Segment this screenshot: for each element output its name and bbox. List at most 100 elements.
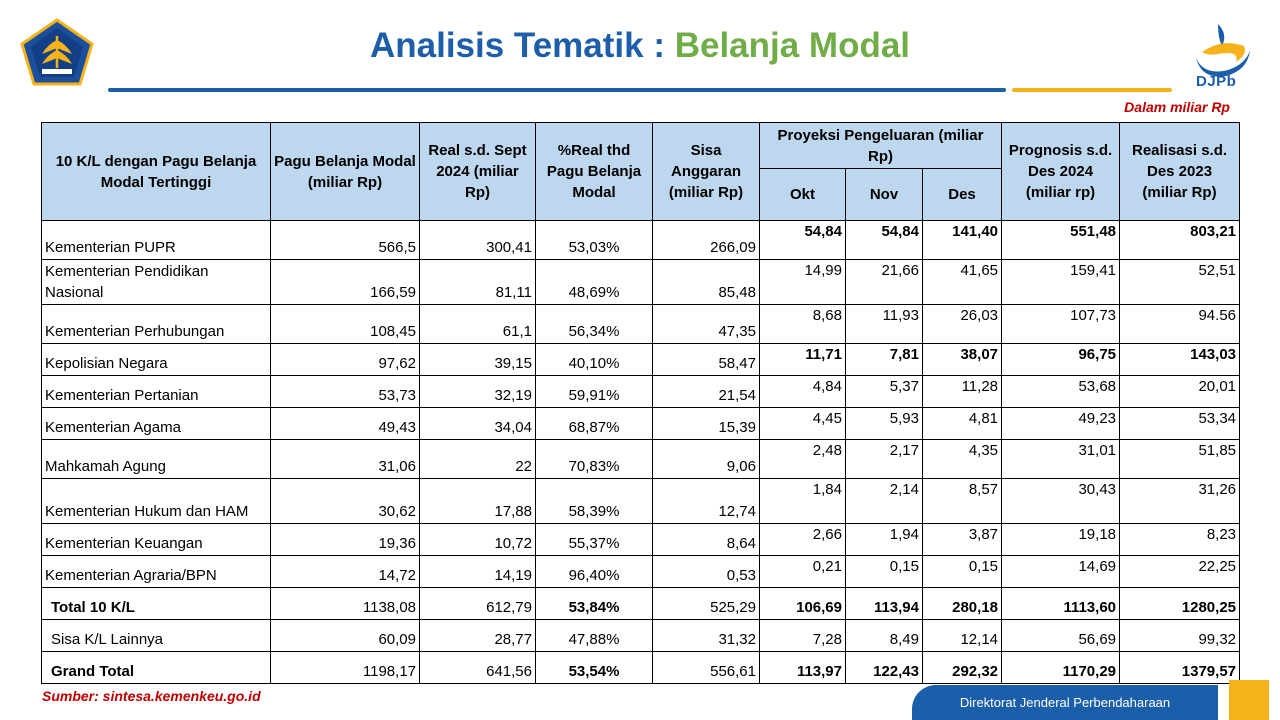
cell-pct: 55,37% bbox=[535, 523, 653, 556]
title-underline-blue bbox=[108, 88, 1006, 92]
cell-nov: 21,66 bbox=[845, 259, 923, 305]
cell-pct: 53,84% bbox=[535, 587, 653, 620]
kemenkeu-emblem-icon bbox=[20, 18, 94, 86]
djpb-logo-icon bbox=[1196, 24, 1250, 77]
cell-okt: 7,28 bbox=[759, 619, 846, 652]
cell-nov: 113,94 bbox=[845, 587, 923, 620]
cell-pct: 59,91% bbox=[535, 375, 653, 408]
cell-real: 61,1 bbox=[419, 304, 536, 344]
cell-pagu: 1138,08 bbox=[270, 587, 420, 620]
cell-pct: 40,10% bbox=[535, 343, 653, 376]
cell-sisa: 21,54 bbox=[652, 375, 760, 408]
cell-name: Kementerian Keuangan bbox=[41, 523, 271, 556]
page-title: Analisis Tematik : Belanja Modal bbox=[0, 26, 1280, 66]
djpb-logo-text: DJPb bbox=[1196, 73, 1237, 90]
cell-nov: 8,49 bbox=[845, 619, 923, 652]
table-row: Mahkamah Agung 31,06 22 70,83% 9,06 2,48… bbox=[41, 439, 1241, 479]
cell-name: Mahkamah Agung bbox=[41, 439, 271, 479]
source-note: Sumber: sintesa.kemenkeu.go.id bbox=[42, 688, 261, 704]
cell-prognosis: 14,69 bbox=[1001, 555, 1121, 588]
header-kl: 10 K/L dengan Pagu Belanja Modal Terting… bbox=[41, 122, 271, 221]
cell-des: 0,15 bbox=[921, 555, 1003, 588]
title-part-1: Analisis Tematik : bbox=[369, 26, 675, 65]
cell-pct: 58,39% bbox=[535, 478, 653, 524]
cell-name: Grand Total bbox=[41, 651, 271, 684]
cell-pagu: 566,5 bbox=[270, 220, 420, 260]
cell-sisa: 525,29 bbox=[652, 587, 760, 620]
cell-realisasi: 143,03 bbox=[1119, 343, 1241, 376]
cell-pct: 47,88% bbox=[535, 619, 653, 652]
cell-nov: 2,17 bbox=[845, 439, 923, 479]
cell-pagu: 19,36 bbox=[270, 523, 420, 556]
title-underline-yellow bbox=[1012, 88, 1172, 92]
cell-sisa: 556,61 bbox=[652, 651, 760, 684]
cell-name: Kementerian Hukum dan HAM bbox=[41, 478, 271, 524]
cell-okt: 1,84 bbox=[759, 478, 846, 524]
cell-nov: 54,84 bbox=[845, 220, 923, 260]
cell-des: 12,14 bbox=[921, 619, 1003, 652]
cell-des: 41,65 bbox=[921, 259, 1003, 305]
header-realisasi: Realisasi s.d. Des 2023 (miliar Rp) bbox=[1119, 122, 1241, 221]
cell-realisasi: 51,85 bbox=[1119, 439, 1241, 479]
cell-real: 10,72 bbox=[419, 523, 536, 556]
cell-realisasi: 20,01 bbox=[1119, 375, 1241, 408]
header-proyeksi: Proyeksi Pengeluaran (miliar Rp) bbox=[758, 122, 1003, 169]
belanja-modal-table: 10 K/L dengan Pagu Belanja Modal Terting… bbox=[41, 122, 1241, 684]
table-row: Kementerian Agraria/BPN 14,72 14,19 96,4… bbox=[41, 555, 1241, 588]
cell-pagu: 30,62 bbox=[270, 478, 420, 524]
cell-des: 292,32 bbox=[921, 651, 1003, 684]
table-row: Kementerian Hukum dan HAM 30,62 17,88 58… bbox=[41, 478, 1241, 524]
cell-nov: 1,94 bbox=[845, 523, 923, 556]
cell-prognosis: 96,75 bbox=[1001, 343, 1121, 376]
cell-real: 612,79 bbox=[419, 587, 536, 620]
cell-realisasi: 53,34 bbox=[1119, 407, 1241, 440]
cell-prognosis: 49,23 bbox=[1001, 407, 1121, 440]
cell-sisa: 15,39 bbox=[652, 407, 760, 440]
cell-des: 26,03 bbox=[921, 304, 1003, 344]
cell-nov: 5,37 bbox=[845, 375, 923, 408]
cell-real: 39,15 bbox=[419, 343, 536, 376]
footer-accent-square bbox=[1229, 680, 1269, 720]
cell-pagu: 14,72 bbox=[270, 555, 420, 588]
cell-prognosis: 1113,60 bbox=[1001, 587, 1121, 620]
cell-nov: 5,93 bbox=[845, 407, 923, 440]
cell-pagu: 60,09 bbox=[270, 619, 420, 652]
title-part-2: Belanja Modal bbox=[674, 26, 911, 65]
cell-nov: 11,93 bbox=[845, 304, 923, 344]
cell-name: Sisa K/L Lainnya bbox=[41, 619, 271, 652]
cell-sisa: 31,32 bbox=[652, 619, 760, 652]
cell-name: Total 10 K/L bbox=[41, 587, 271, 620]
table-row: Kementerian Perhubungan 108,45 61,1 56,3… bbox=[41, 304, 1241, 344]
cell-name: Kepolisian Negara bbox=[41, 343, 271, 376]
cell-realisasi: 8,23 bbox=[1119, 523, 1241, 556]
cell-prognosis: 53,68 bbox=[1001, 375, 1121, 408]
cell-prognosis: 31,01 bbox=[1001, 439, 1121, 479]
cell-okt: 14,99 bbox=[759, 259, 846, 305]
cell-des: 38,07 bbox=[921, 343, 1003, 376]
cell-okt: 8,68 bbox=[759, 304, 846, 344]
cell-pct: 56,34% bbox=[535, 304, 653, 344]
cell-okt: 54,84 bbox=[759, 220, 846, 260]
cell-nov: 2,14 bbox=[845, 478, 923, 524]
cell-realisasi: 31,26 bbox=[1119, 478, 1241, 524]
table-row: Kepolisian Negara 97,62 39,15 40,10% 58,… bbox=[41, 343, 1241, 376]
cell-pct: 53,54% bbox=[535, 651, 653, 684]
header-pct: %Real thd Pagu Belanja Modal bbox=[535, 122, 653, 221]
cell-des: 8,57 bbox=[921, 478, 1003, 524]
cell-okt: 4,84 bbox=[759, 375, 846, 408]
header-real: Real s.d. Sept 2024 (miliar Rp) bbox=[419, 122, 536, 221]
cell-pct: 48,69% bbox=[535, 259, 653, 305]
cell-sisa: 9,06 bbox=[652, 439, 760, 479]
cell-realisasi: 99,32 bbox=[1119, 619, 1241, 652]
cell-sisa: 0,53 bbox=[652, 555, 760, 588]
table-row-sisa-kl: Sisa K/L Lainnya 60,09 28,77 47,88% 31,3… bbox=[41, 619, 1241, 652]
cell-name: Kementerian Pendidikan Nasional bbox=[41, 259, 271, 305]
cell-pagu: 166,59 bbox=[270, 259, 420, 305]
cell-name: Kementerian Pertanian bbox=[41, 375, 271, 408]
cell-prognosis: 1170,29 bbox=[1001, 651, 1121, 684]
cell-pct: 96,40% bbox=[535, 555, 653, 588]
cell-pagu: 49,43 bbox=[270, 407, 420, 440]
table-row-total: Total 10 K/L 1138,08 612,79 53,84% 525,2… bbox=[41, 587, 1241, 620]
cell-des: 3,87 bbox=[921, 523, 1003, 556]
cell-sisa: 12,74 bbox=[652, 478, 760, 524]
